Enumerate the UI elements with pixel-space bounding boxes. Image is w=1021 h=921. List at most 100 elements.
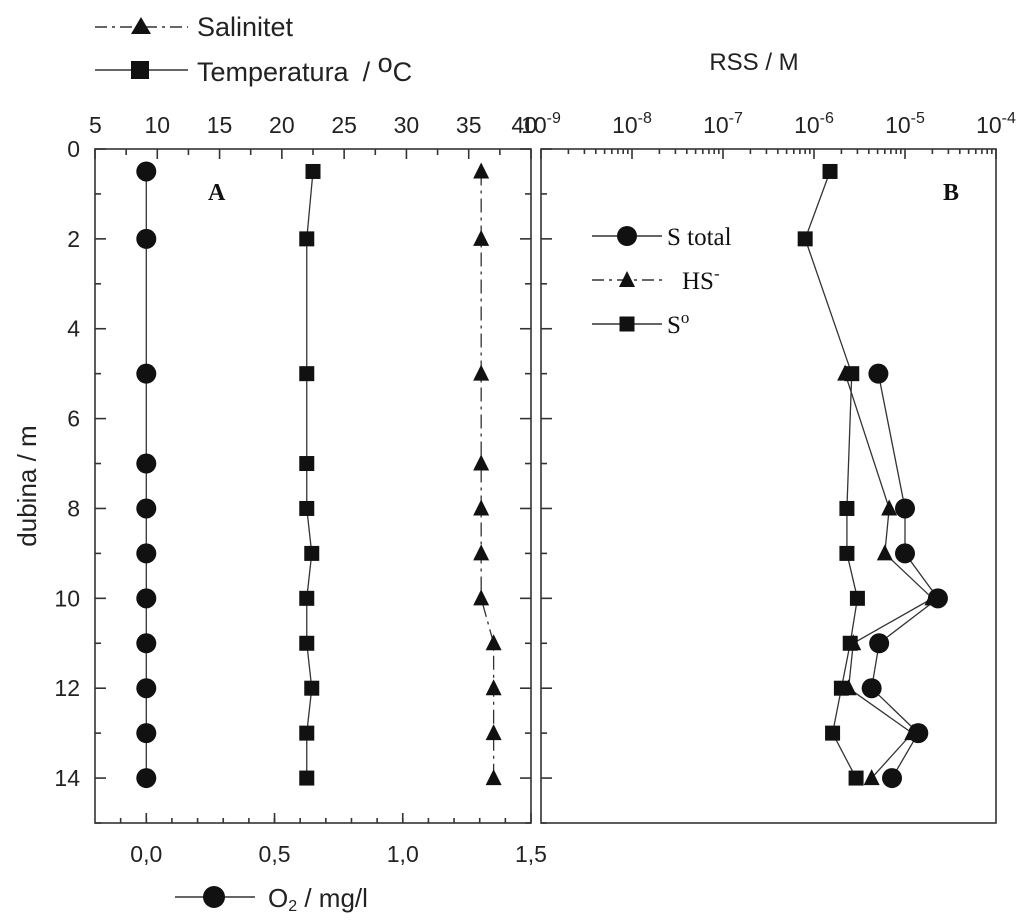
panel-a-series (136, 161, 502, 789)
panel-b-series (797, 163, 948, 789)
point-square (839, 500, 855, 516)
panel-a-label: A (208, 180, 226, 206)
point-triangle (473, 364, 490, 381)
point-square (299, 231, 315, 247)
top-a-tick-label: 30 (394, 112, 420, 138)
y-tick-label: 10 (54, 585, 80, 611)
legend-temperature-unit: / (363, 57, 378, 87)
point-square (839, 545, 855, 561)
y-axis-label: dubina / m (12, 425, 42, 546)
top-a-tick-label: 35 (456, 112, 482, 138)
bottom-a-tick-label: 0,5 (259, 841, 291, 867)
top-a-tick-label: 5 (89, 112, 102, 138)
y-tick-label: 0 (67, 136, 80, 162)
legend-temperature-unit-o: o (378, 48, 393, 78)
point-circle (136, 453, 157, 474)
point-square (825, 725, 841, 741)
panel-b-label: B (943, 180, 959, 206)
top-b-tick-base: 10 (703, 112, 729, 138)
top-b-tick-label: 10-6 (794, 110, 834, 138)
point-circle (136, 678, 157, 699)
y-tick-label: 6 (67, 406, 80, 432)
top-b-tick-exp: -8 (638, 110, 652, 127)
y-tick-label: 14 (54, 765, 80, 791)
point-square (844, 366, 860, 382)
top-b-tick-label: 10-9 (521, 110, 561, 138)
bottom-a-tick-label: 1,5 (515, 841, 547, 867)
point-circle (136, 498, 157, 519)
legend-o2: O2 / mg/l (175, 883, 368, 915)
point-square (299, 456, 315, 472)
point-triangle (485, 634, 502, 651)
point-circle (136, 723, 157, 744)
point-square (797, 231, 813, 247)
point-triangle (473, 162, 490, 179)
point-square (299, 366, 315, 382)
point-circle (136, 588, 157, 609)
point-triangle (473, 454, 490, 471)
point-circle (136, 768, 157, 789)
point-square (299, 725, 315, 741)
point-square (299, 590, 315, 606)
top-b-tick-base: 10 (976, 112, 1002, 138)
legend-b-label-sup: - (714, 264, 720, 283)
panel-a-frame (94, 148, 532, 824)
top-b-tick-exp: -5 (911, 110, 925, 127)
point-circle (136, 633, 157, 654)
legend-o2-label: O2 / mg/l (268, 883, 368, 915)
point-triangle (485, 724, 502, 741)
point-triangle (485, 679, 502, 696)
axis-ticks: 0 2 4 6 8 10 12 14 5 10 15 20 25 30 35 40 0,0 0,5 1,0 1,5 10… (54, 110, 1016, 867)
top-b-tick-base: 10 (521, 112, 547, 138)
point-triangle (881, 499, 898, 516)
legend-o2-label-pre: O (268, 883, 288, 913)
panel-b-frame (540, 148, 997, 824)
point-square (822, 163, 838, 179)
legend-temperature-marker (131, 61, 149, 79)
top-b-tick-label: 10-8 (612, 110, 652, 138)
top-b-tick-base: 10 (794, 112, 820, 138)
legend-o2-label-post: / mg/l (297, 883, 368, 913)
point-triangle (473, 589, 490, 606)
point-square (304, 680, 320, 696)
point-triangle (473, 499, 490, 516)
top-b-tick-label: 10-7 (703, 110, 743, 138)
y-tick-label: 4 (67, 316, 80, 342)
panel-b-title: RSS / M (709, 49, 798, 76)
point-triangle (485, 769, 502, 786)
legend-salinity-marker (131, 17, 151, 34)
point-square (299, 770, 315, 786)
legend-b-label-main: S total (667, 224, 732, 251)
legend-b-label: S total (667, 224, 732, 251)
legend-b-marker (619, 271, 635, 287)
top-b-tick-label: 10-5 (885, 110, 925, 138)
point-circle (136, 543, 157, 564)
point-triangle (924, 589, 941, 606)
point-triangle (473, 229, 490, 246)
point-circle (136, 228, 157, 249)
point-square (848, 770, 864, 786)
bottom-a-tick-label: 1,0 (387, 841, 419, 867)
top-a-tick-label: 40 (511, 112, 537, 138)
point-circle (861, 678, 882, 699)
point-triangle (904, 724, 921, 741)
point-circle (136, 161, 157, 182)
top-b-tick-base: 10 (612, 112, 638, 138)
point-triangle (473, 544, 490, 561)
y-tick-label: 2 (67, 226, 80, 252)
legend-o2-label-sub: 2 (288, 898, 297, 915)
top-b-tick-exp: -4 (1002, 110, 1016, 127)
series-line-circle (870, 373, 939, 779)
point-triangle (876, 544, 893, 561)
point-circle (868, 363, 889, 384)
point-square (299, 500, 315, 516)
legend-b-label: So (667, 308, 689, 339)
legend-o2-marker (203, 886, 225, 908)
point-circle (895, 543, 915, 564)
y-tick-label: 12 (54, 675, 80, 701)
point-square (849, 590, 865, 606)
top-a-tick-label: 10 (144, 112, 170, 138)
point-triangle (863, 769, 880, 786)
